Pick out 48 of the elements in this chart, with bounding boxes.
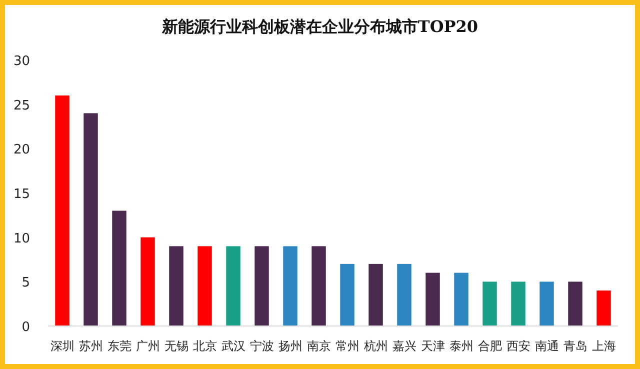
y-tick-label: 25 (13, 98, 30, 114)
x-tick-label: 杭州 (362, 339, 388, 353)
bar (112, 210, 126, 326)
x-tick-label: 南通 (534, 339, 559, 353)
y-tick-label: 5 (22, 276, 30, 291)
x-tick-label: 常州 (335, 339, 360, 353)
x-tick-label: 北京 (192, 339, 217, 353)
y-tick-label: 0 (22, 320, 30, 335)
y-tick-label: 30 (13, 54, 30, 69)
bar (596, 290, 611, 326)
x-tick-label: 无锡 (164, 339, 188, 353)
x-tick-label: 西安 (506, 339, 530, 353)
y-tick-label: 10 (13, 231, 30, 246)
bar (511, 282, 526, 326)
x-tick-label: 扬州 (278, 339, 302, 353)
x-tick-label: 苏州 (78, 339, 103, 353)
y-tick-label: 20 (13, 142, 30, 158)
x-tick-label: 广州 (136, 339, 160, 353)
bar (397, 264, 412, 326)
bar (140, 237, 155, 326)
x-tick-label: 深圳 (50, 339, 74, 353)
bar (482, 282, 497, 326)
bar (312, 246, 326, 326)
x-tick-label: 宁波 (250, 339, 274, 353)
x-tick-label: 武汉 (221, 339, 246, 353)
bar (540, 282, 554, 326)
x-tick-label: 合肥 (478, 339, 502, 353)
x-tick-label: 天津 (420, 339, 445, 353)
bar (454, 272, 468, 326)
bar (198, 246, 212, 326)
bar (568, 282, 582, 326)
x-tick-label: 上海 (592, 339, 616, 353)
chart-title: 新能源行业科创板潜在企业分布城市TOP20 (160, 17, 478, 36)
y-tick-label: 15 (13, 187, 30, 202)
x-tick-label: 南京 (306, 339, 331, 353)
bar (226, 246, 240, 326)
x-tick-label: 嘉兴 (392, 339, 416, 353)
bar (283, 246, 298, 326)
bar (84, 113, 98, 326)
bar (368, 264, 383, 326)
x-tick-label: 泰州 (449, 339, 474, 353)
bar (55, 95, 70, 326)
bar (169, 246, 184, 326)
x-tick-label: 东莞 (107, 339, 132, 353)
x-tick-label: 青岛 (563, 339, 588, 353)
bar (340, 264, 354, 326)
bar (254, 246, 269, 326)
bar (426, 272, 440, 326)
